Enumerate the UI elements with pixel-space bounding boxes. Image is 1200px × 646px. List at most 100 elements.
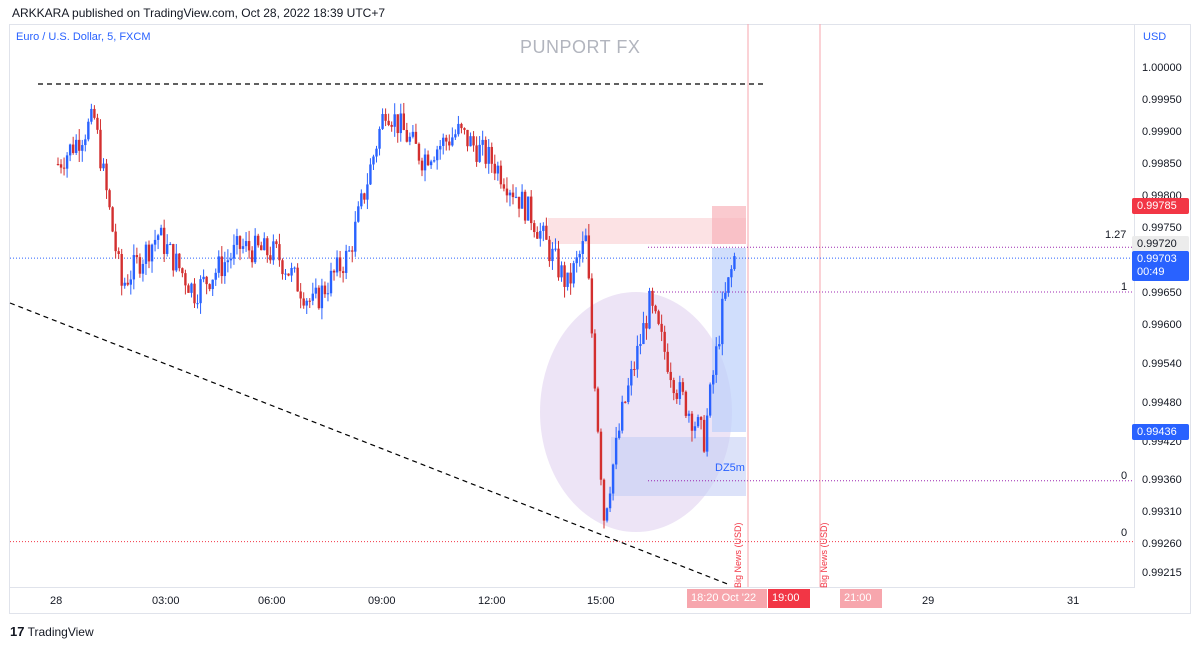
candle-body [59, 164, 63, 168]
candle-body [696, 417, 700, 427]
candle-body [669, 371, 672, 381]
candle-body [478, 144, 481, 162]
y-tick: 0.99215 [1142, 567, 1182, 579]
candle-body [526, 196, 530, 221]
x-tick: 06:00 [258, 595, 286, 607]
time-badge-date: Oct '22 [721, 592, 757, 604]
candle-body [278, 244, 281, 261]
candle-body [205, 276, 208, 285]
candle-body [596, 388, 600, 432]
candle-body [708, 384, 712, 416]
time-badge-2100: 21:00 [840, 589, 882, 608]
candle-body [62, 167, 66, 169]
candle-body [159, 227, 163, 236]
candle-body [666, 351, 669, 372]
candle-body [396, 114, 399, 134]
candle-body [684, 391, 688, 416]
footer-brand: TradingView [27, 625, 94, 639]
candle-body [499, 165, 503, 185]
candle-body [721, 298, 724, 345]
candle-body [493, 163, 496, 174]
candle-body [566, 272, 569, 287]
candle-body [724, 292, 727, 299]
candle-body [93, 108, 96, 118]
candle-body [172, 244, 175, 271]
candle-body [153, 239, 157, 245]
candle-body [727, 277, 730, 293]
target-box [712, 248, 746, 432]
time-badge-1900: 19:00 [768, 589, 810, 608]
candle-body [593, 333, 597, 389]
candle-body [718, 344, 721, 347]
news-event-label: Big News (USD) [819, 522, 829, 588]
candle-body [627, 385, 630, 403]
candle-body [87, 121, 90, 140]
current-price-value: 0.99703 [1137, 253, 1177, 265]
candle-body [381, 114, 384, 129]
candle-body [244, 241, 248, 247]
candle-body [490, 146, 493, 164]
candle-body [648, 290, 651, 329]
candle-body [484, 139, 487, 164]
candle-body [123, 282, 126, 286]
y-tick: 1.00000 [1142, 62, 1182, 74]
y-tick: 0.99750 [1142, 222, 1182, 234]
candle-body [432, 160, 436, 162]
candle-body [78, 139, 81, 151]
candle-body [166, 244, 169, 254]
candle-body [281, 260, 284, 275]
candle-body [323, 285, 327, 295]
candle-body [257, 235, 260, 246]
candle-body [429, 161, 433, 166]
chart-frame [9, 24, 1191, 614]
candle-body [445, 137, 448, 142]
candle-body [560, 265, 563, 278]
candle-body [551, 248, 554, 262]
candle-body [712, 374, 715, 385]
fib-label-0-low: 0 [1121, 527, 1128, 539]
candle-body [311, 293, 314, 301]
candle-body [99, 129, 102, 169]
candle-body [420, 160, 424, 171]
candle-body [308, 300, 311, 302]
candle-body [454, 134, 457, 138]
candle-body [317, 287, 321, 309]
candle-body [96, 117, 99, 130]
y-tick: 0.99540 [1142, 358, 1182, 370]
candle-body [533, 223, 536, 233]
candle-body [651, 290, 654, 306]
candle-body [435, 149, 439, 161]
publish-header: ARKKARA published on TradingView.com, Oc… [0, 0, 1200, 26]
candle-body [199, 279, 202, 304]
candle-body [460, 123, 463, 129]
fib-label-0: 0 [1121, 470, 1128, 482]
candle-body [314, 287, 318, 294]
currency-label[interactable]: USD [1143, 31, 1167, 43]
candle-body [117, 251, 120, 255]
candle-body [250, 250, 254, 263]
x-tick: 12:00 [478, 595, 506, 607]
candle-body [642, 323, 645, 345]
candle-body [584, 235, 587, 242]
candle-body [675, 393, 678, 399]
news-event-label: Big News (USD) [733, 522, 743, 588]
candle-body [217, 256, 220, 273]
candle-body [144, 244, 148, 264]
candle-body [357, 206, 360, 222]
candle-body [426, 154, 430, 166]
y-tick: 0.99260 [1142, 538, 1182, 550]
x-tick: 31 [1067, 595, 1080, 607]
y-tick: 0.99950 [1142, 94, 1182, 106]
candle-body [439, 145, 442, 150]
candle-body [71, 144, 75, 153]
candle-body [384, 114, 387, 121]
candle-body [238, 236, 242, 249]
price-axis-border [1134, 24, 1135, 587]
candle-body [496, 165, 500, 174]
candle-body [687, 413, 691, 416]
bar-countdown: 00:49 [1137, 266, 1165, 278]
candle-body [326, 293, 330, 295]
candle-body [348, 250, 351, 252]
symbol-legend[interactable]: Euro / U.S. Dollar, 5, FXCM [16, 31, 151, 43]
